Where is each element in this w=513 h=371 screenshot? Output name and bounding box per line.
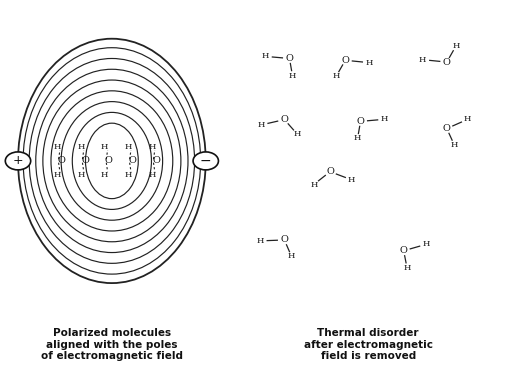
Circle shape xyxy=(193,152,219,170)
Text: H: H xyxy=(293,130,301,138)
Text: H: H xyxy=(258,121,265,129)
Text: H: H xyxy=(148,143,155,151)
Text: O: O xyxy=(281,115,288,124)
Text: −: − xyxy=(200,154,211,168)
Text: H: H xyxy=(332,72,340,80)
Text: O: O xyxy=(152,157,160,165)
Text: O: O xyxy=(128,157,136,165)
Text: H: H xyxy=(452,42,460,50)
Text: H: H xyxy=(124,171,132,178)
Text: H: H xyxy=(423,240,430,248)
Text: +: + xyxy=(13,154,23,167)
Text: H: H xyxy=(256,237,264,245)
Text: H: H xyxy=(419,56,426,64)
Text: H: H xyxy=(366,59,373,67)
Text: Polarized molecules
aligned with the poles
of electromagnetic field: Polarized molecules aligned with the pol… xyxy=(41,328,183,361)
Text: H: H xyxy=(450,141,458,149)
Text: H: H xyxy=(464,115,471,124)
Text: H: H xyxy=(77,143,85,151)
Text: O: O xyxy=(443,58,451,66)
Text: H: H xyxy=(148,171,155,178)
Text: Thermal disorder
after electromagnetic
field is removed: Thermal disorder after electromagnetic f… xyxy=(304,328,432,361)
Text: H: H xyxy=(53,171,61,178)
Text: O: O xyxy=(81,157,89,165)
Text: H: H xyxy=(403,264,411,272)
Text: H: H xyxy=(354,135,361,142)
Text: H: H xyxy=(310,181,318,188)
Text: O: O xyxy=(357,117,364,126)
Text: H: H xyxy=(262,52,269,60)
Text: O: O xyxy=(281,236,288,244)
Text: O: O xyxy=(57,157,65,165)
Text: H: H xyxy=(348,176,356,184)
Text: H: H xyxy=(288,253,295,260)
Text: O: O xyxy=(105,157,113,165)
Text: H: H xyxy=(53,143,61,151)
Text: H: H xyxy=(77,171,85,178)
Text: O: O xyxy=(400,246,408,255)
Circle shape xyxy=(5,152,31,170)
Text: O: O xyxy=(443,124,451,133)
Text: H: H xyxy=(124,143,132,151)
Text: H: H xyxy=(101,143,108,151)
Text: H: H xyxy=(381,115,388,123)
Text: H: H xyxy=(289,72,296,80)
Text: O: O xyxy=(341,56,349,65)
Text: O: O xyxy=(286,54,293,63)
Text: O: O xyxy=(326,167,334,176)
Text: H: H xyxy=(101,171,108,178)
